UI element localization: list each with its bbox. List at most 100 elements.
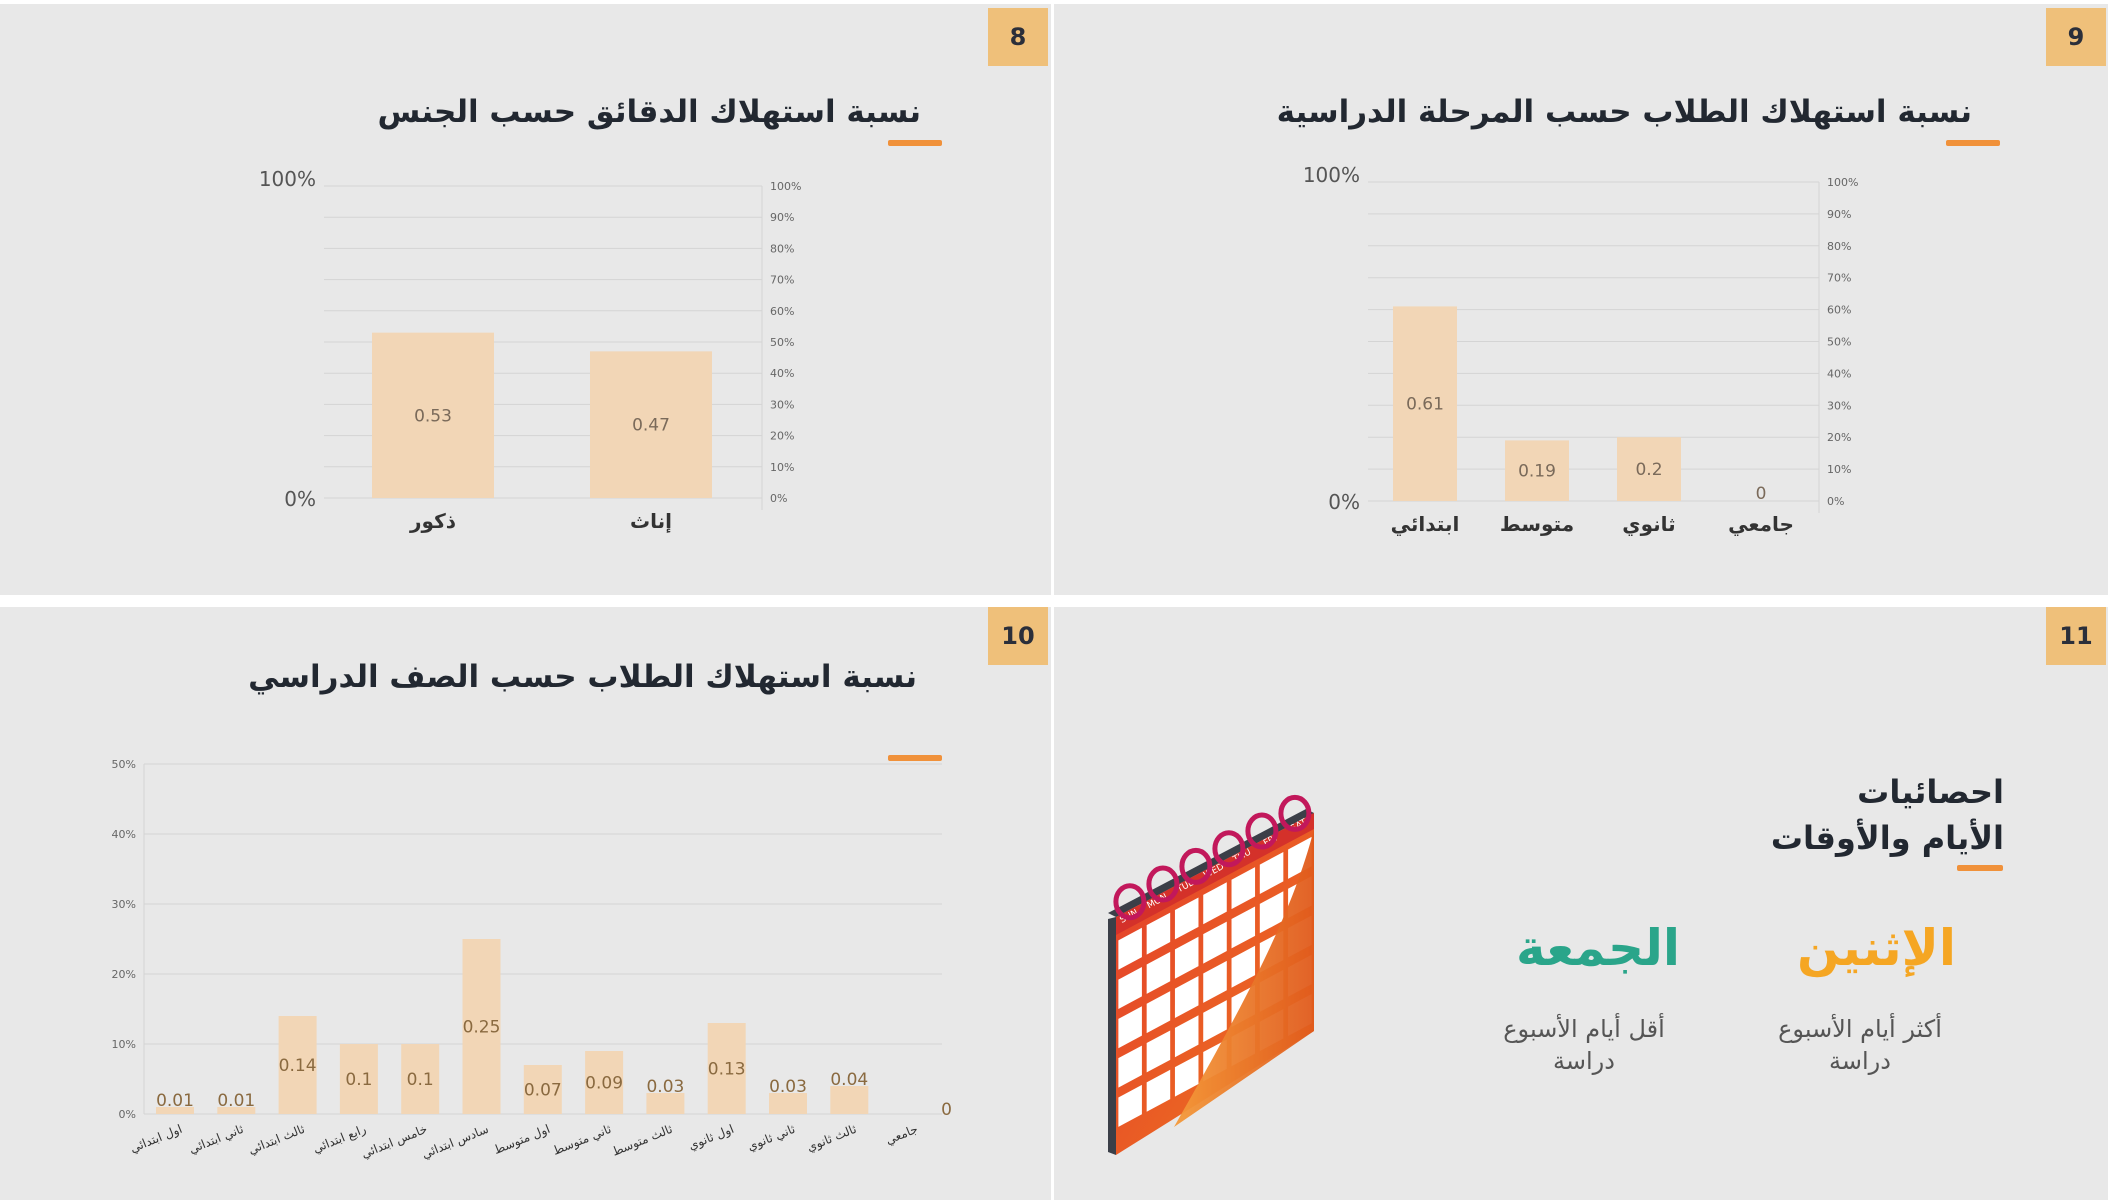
bar [585,1051,624,1114]
left-tick-label: 100% [259,167,316,191]
left-tick-label: 100% [1303,163,1360,187]
calendar-cell [1146,912,1171,955]
calendar-ring [1212,830,1246,868]
calendar-cell [1118,1084,1142,1127]
category-label: إناث [630,509,672,533]
slide-9: 9 نسبة استهلاك الطلاب حسب المرحلة الدراس… [1054,4,2108,595]
bar [401,1044,440,1114]
left-tick-label: 20% [112,968,136,981]
calendar-cell [1146,1069,1171,1112]
right-tick-label: 60% [1827,304,1851,317]
title-accent-bar [888,755,942,761]
calendar-ring [1146,865,1180,903]
category-label: سادس ابتدائي [420,1122,491,1162]
bar-value-label: 0.07 [524,1081,562,1101]
bar [523,1065,562,1114]
right-tick-label: 80% [1827,240,1851,253]
category-label: ثاني ابتدائي [187,1122,245,1156]
right-tick-label: 30% [1827,399,1851,412]
calendar-cell [1203,1000,1227,1043]
most-day-desc: أكثر أيام الأسبوع دراسة [1778,1015,1942,1075]
bar [156,1107,194,1114]
bar [372,332,494,498]
bar-value-label: 0.61 [1406,395,1444,415]
bar-value-label: 0.47 [632,416,670,436]
category-label: ابتدائي [1391,512,1460,537]
calendar-cell [1146,951,1171,994]
right-tick-label: 80% [770,242,794,255]
bar [707,1023,746,1114]
left-tick-label: 0% [119,1108,136,1121]
calendar-cell [1174,1054,1199,1097]
right-tick-label: 20% [770,430,794,443]
bar-value-label: 0.14 [279,1056,317,1076]
calendar-cell [1174,976,1199,1018]
calendar-ring [1113,883,1147,921]
right-tick-label: 10% [770,461,794,474]
calendar-cell [1118,1006,1142,1049]
bar [1505,440,1569,501]
stats-title-line2: الأيام والأوقات [1770,819,2004,857]
bar-value-label: 0.04 [830,1070,868,1090]
stage-chart: 100% 90% 80% 70% 60% 50% 40% 30% 20% 10% 0% 100% 0% 0… [1303,163,1859,537]
bar-value-label: 0 [1756,484,1767,504]
right-tick-label: 70% [770,274,794,287]
bar-value-label: 0.25 [463,1018,501,1038]
right-tick-label: 90% [1827,208,1851,221]
title-accent-bar [1946,140,2000,146]
bar [339,1044,378,1114]
slide-title: نسبة استهلاك الدقائق حسب الجنس [377,94,921,130]
calendar-ring [1245,812,1279,850]
bar-value-label: 0.03 [769,1077,807,1097]
left-tick-label: 10% [112,1038,136,1051]
bar [830,1086,869,1114]
category-label: ثالث ابتدائي [246,1122,306,1157]
category-label: ثاني ثانوي [745,1122,797,1155]
category-label: جامعي [1728,512,1794,537]
bar [462,939,501,1114]
bar-value-label: 0.03 [646,1077,684,1097]
calendar-cell [1174,1015,1199,1058]
category-label: ثاني متوسط [551,1122,614,1159]
bar-value-label: 0.09 [585,1074,623,1094]
calendar-cell [1174,936,1199,979]
stats-title: احصائيات الأيام والأوقات [1771,769,2004,861]
calendar-cell [1118,1045,1142,1088]
right-tick-label: 20% [1827,431,1851,444]
slide-11: 11 احصائيات الأيام والأوقات الإثنين أكثر… [1054,607,2108,1200]
calendar-cell [1259,891,1284,934]
category-label: متوسط [1500,512,1574,536]
calendar-cell [1203,960,1227,1003]
title-accent-bar [1957,865,2003,871]
right-tick-label: 10% [1827,463,1851,476]
right-tick-label: 60% [770,305,794,318]
category-label: خامس ابتدائي [359,1122,429,1162]
left-tick-label: 0% [1328,490,1360,514]
category-label: اول ابتدائي [128,1122,185,1156]
grade-chart: 50% 40% 30% 20% 10% 0% 0.01 اول ابتدائي 0.01 ثاني… [112,758,952,1162]
left-tick-label: 30% [112,898,136,911]
calendar-cell [1146,991,1171,1034]
calendar-ring [1278,794,1312,832]
calendar-cell [1231,906,1256,949]
calendar-cell [1118,967,1142,1009]
calendar-cell [1231,945,1256,988]
calendar-cell [1174,897,1199,940]
bar [1393,306,1457,501]
slide-number: 9 [2046,8,2106,66]
category-label: ثالث ثانوي [805,1122,859,1155]
right-tick-label: 0% [1827,495,1844,508]
category-label: ذكور [409,509,456,533]
left-tick-label: 50% [112,758,136,771]
least-day-desc: أقل أيام الأسبوع دراسة [1503,1015,1665,1075]
left-tick-label: 0% [284,487,316,511]
right-tick-label: 100% [1827,176,1858,189]
bar [217,1107,256,1114]
calendar-ring [1179,847,1213,885]
slide-title: نسبة استهلاك الطلاب حسب الصف الدراسي [248,659,917,695]
bar-value-label: 0.19 [1518,462,1556,482]
right-tick-label: 50% [770,336,794,349]
bar-value-label: 0 [941,1100,952,1120]
right-tick-label: 90% [770,211,794,224]
bar-value-label: 0.1 [345,1070,372,1090]
